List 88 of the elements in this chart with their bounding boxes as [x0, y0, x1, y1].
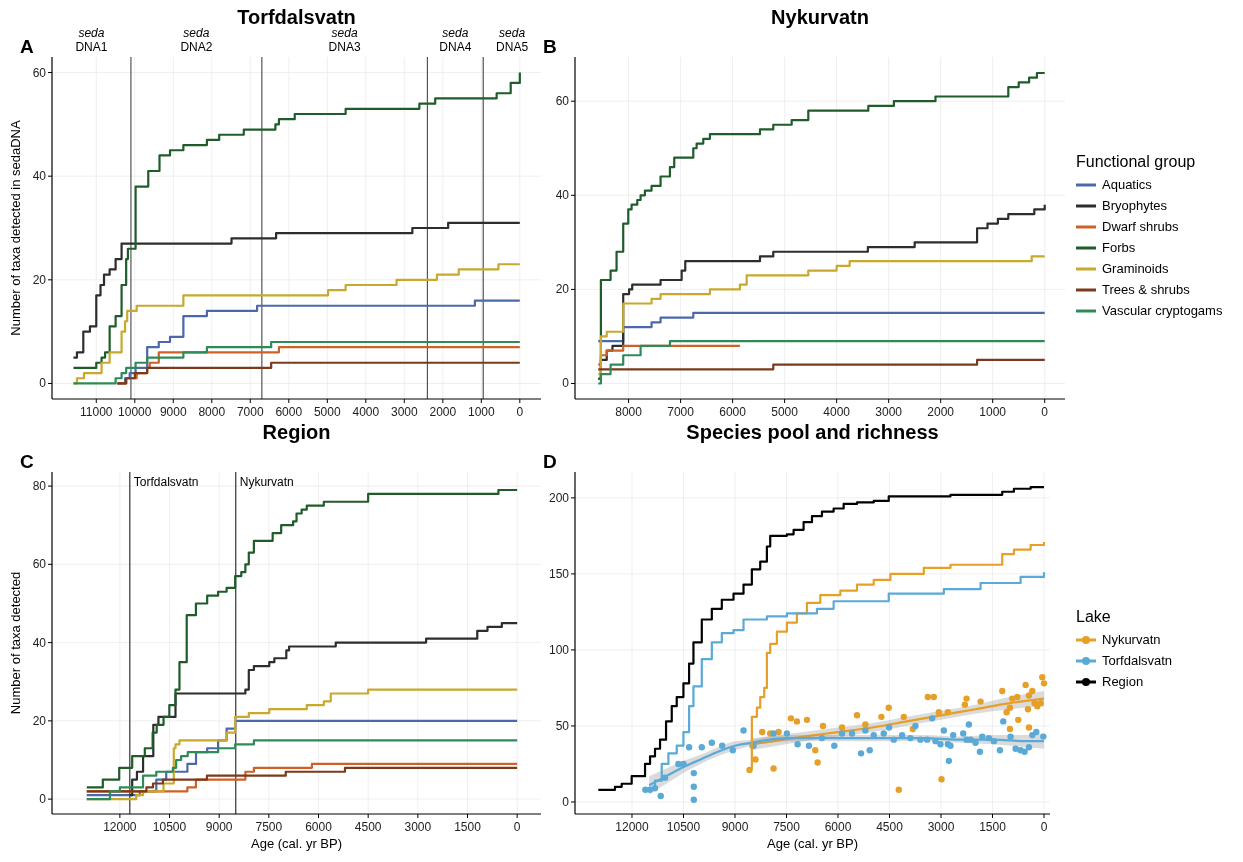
- x-tick-label: 4500: [354, 820, 382, 834]
- x-tick-label: 0: [1040, 820, 1048, 834]
- y-tick-label: 60: [555, 94, 570, 109]
- y-tick-label: 0: [39, 376, 47, 391]
- x-tick-label: 6000: [824, 820, 852, 834]
- y-tick-label: 80: [32, 479, 47, 494]
- x-tick-label: 3000: [404, 820, 432, 834]
- y-tick-label: 100: [548, 642, 570, 657]
- x-tick-label: 5000: [771, 405, 799, 419]
- text: D: [543, 451, 557, 472]
- legend-label: Bryophytes: [1102, 198, 1168, 213]
- x-tick-label: 4500: [876, 820, 904, 834]
- x-tick-label: 3000: [875, 405, 903, 419]
- y-tick-label: 60: [32, 557, 47, 572]
- text: seda DNA4: [439, 26, 472, 54]
- x-axis-title: Age (cal. yr BP): [766, 836, 859, 851]
- x-tick-label: 12000: [103, 820, 137, 834]
- x-tick-label: 7500: [255, 820, 283, 834]
- x-tick-label: 0: [1041, 405, 1049, 419]
- x-tick-label: 9000: [205, 820, 233, 834]
- legend-label: Trees & shrubs: [1102, 282, 1191, 297]
- y-tick-label: 20: [555, 282, 570, 297]
- y-axis-title: Number of taxa detected: [8, 571, 23, 715]
- x-tick-label: 8000: [198, 405, 226, 419]
- legend-title: Functional group: [1076, 153, 1196, 170]
- text: A: [20, 36, 34, 57]
- text: seda DNA2: [180, 26, 213, 54]
- x-tick-label: 7500: [773, 820, 801, 834]
- text: seda DNA1: [75, 26, 108, 54]
- legend-label: Vascular cryptogams: [1102, 303, 1223, 318]
- ref-line-label: Nykurvatn: [239, 475, 294, 489]
- legend-label: Dwarf shrubs: [1102, 219, 1180, 234]
- x-tick-label: 5000: [313, 405, 341, 419]
- y-tick-label: 200: [548, 490, 570, 505]
- x-tick-label: 0: [516, 405, 524, 419]
- y-tick-label: 40: [32, 169, 47, 184]
- x-tick-label: 6000: [719, 405, 747, 419]
- legend-label: Torfdalsvatn: [1102, 653, 1173, 668]
- x-tick-label: 1000: [467, 405, 495, 419]
- y-tick-label: 0: [562, 794, 570, 809]
- y-tick-label: 20: [32, 272, 47, 287]
- y-tick-label: 40: [555, 188, 570, 203]
- x-tick-label: 10000: [118, 405, 152, 419]
- x-tick-label: 3000: [927, 820, 955, 834]
- x-tick-label: 6000: [305, 820, 333, 834]
- y-tick-label: 20: [32, 713, 47, 728]
- y-tick-label: 40: [32, 635, 47, 650]
- y-tick-label: 50: [555, 718, 570, 733]
- x-tick-label: 8000: [615, 405, 643, 419]
- y-tick-label: 150: [548, 566, 570, 581]
- x-tick-label: 3000: [390, 405, 418, 419]
- x-tick-label: 2000: [429, 405, 457, 419]
- chart-title: Nykurvatn: [771, 6, 869, 28]
- text: seda DNA3: [328, 26, 361, 54]
- x-tick-label: 10500: [152, 820, 187, 834]
- chart-title: Region: [262, 421, 331, 443]
- ref-line-label: Torfdalsvatn: [133, 475, 199, 489]
- x-tick-label: 10500: [666, 820, 701, 834]
- legend-label: Graminoids: [1102, 261, 1169, 276]
- y-tick-label: 60: [32, 65, 47, 80]
- legend-label: Nykurvatn: [1102, 632, 1161, 647]
- x-tick-label: 9000: [159, 405, 187, 419]
- x-tick-label: 9000: [721, 820, 749, 834]
- x-tick-label: 12000: [615, 820, 649, 834]
- x-tick-label: 1500: [979, 820, 1007, 834]
- text: B: [543, 36, 557, 57]
- legend-label: Region: [1102, 674, 1144, 689]
- x-tick-label: 7000: [236, 405, 264, 419]
- x-tick-label: 0: [513, 820, 521, 834]
- legend-title: Lake: [1076, 608, 1111, 625]
- y-tick-label: 0: [562, 376, 570, 391]
- x-axis-title: Age (cal. yr BP): [250, 836, 343, 851]
- y-axis-title: Number of taxa detected in sedaDNA: [8, 120, 23, 336]
- text: C: [20, 451, 34, 472]
- y-tick-label: 0: [39, 792, 47, 807]
- x-tick-label: 2000: [927, 405, 955, 419]
- x-tick-label: 6000: [275, 405, 303, 419]
- chart-title: Species pool and richness: [686, 421, 939, 443]
- legend-label: Aquatics: [1102, 177, 1153, 192]
- x-tick-label: 4000: [823, 405, 851, 419]
- x-tick-label: 1000: [979, 405, 1007, 419]
- x-tick-label: 7000: [667, 405, 695, 419]
- chart-title: Torfdalsvatn: [237, 6, 356, 28]
- x-tick-label: 1500: [454, 820, 482, 834]
- legend-label: Forbs: [1102, 240, 1136, 255]
- x-tick-label: 11000: [80, 405, 113, 419]
- x-tick-label: 4000: [352, 405, 380, 419]
- text: seda DNA5: [496, 26, 529, 54]
